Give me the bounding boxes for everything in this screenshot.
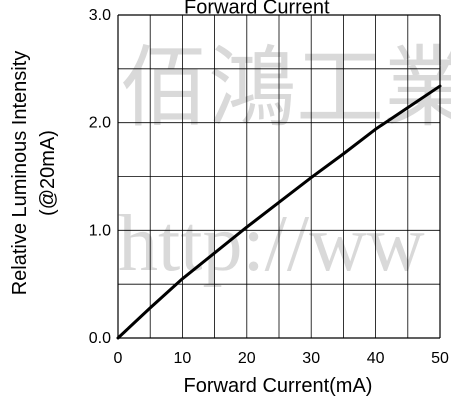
- series-point: [213, 252, 216, 254]
- y-tick-label: 0.0: [89, 330, 111, 347]
- x-tick-label: 50: [431, 350, 449, 367]
- x-tick-label: 30: [302, 350, 320, 367]
- series-point: [310, 176, 313, 179]
- series-point: [342, 153, 345, 155]
- series-point: [246, 226, 248, 228]
- grid: [117, 14, 441, 339]
- y-tick-label: 1.0: [89, 222, 111, 239]
- series-point: [439, 85, 441, 87]
- series-point: [149, 307, 151, 309]
- y-axis-label-line-2: (@20mA): [37, 130, 59, 216]
- series-point: [278, 201, 280, 204]
- y-tick-label: 2.0: [89, 115, 111, 132]
- x-tick-label: 10: [174, 350, 192, 367]
- x-tick-label: 20: [238, 350, 256, 367]
- y-axis-label-line-1: Relative Luminous Intensity: [9, 51, 31, 296]
- series-point: [374, 128, 377, 130]
- x-axis-label: Forward Current(mA): [184, 375, 373, 397]
- watermark-text-2: http://ww: [118, 200, 425, 288]
- series-point: [407, 106, 409, 109]
- x-tick-label: 0: [114, 350, 123, 367]
- x-tick-label: 40: [367, 350, 385, 367]
- chart-title: Forward Current: [184, 0, 330, 19]
- series-point: [117, 337, 119, 339]
- watermark-text-1: 佰鴻工業: [120, 41, 451, 138]
- plot-area: [116, 84, 442, 340]
- tick-labels: 0 10 20 30 40 50 0.0 1.0 2.0 3.0: [89, 7, 449, 367]
- watermark-group: 佰鴻工業 http://ww: [118, 41, 451, 288]
- y-tick-label: 3.0: [89, 7, 111, 24]
- series-point: [181, 277, 184, 280]
